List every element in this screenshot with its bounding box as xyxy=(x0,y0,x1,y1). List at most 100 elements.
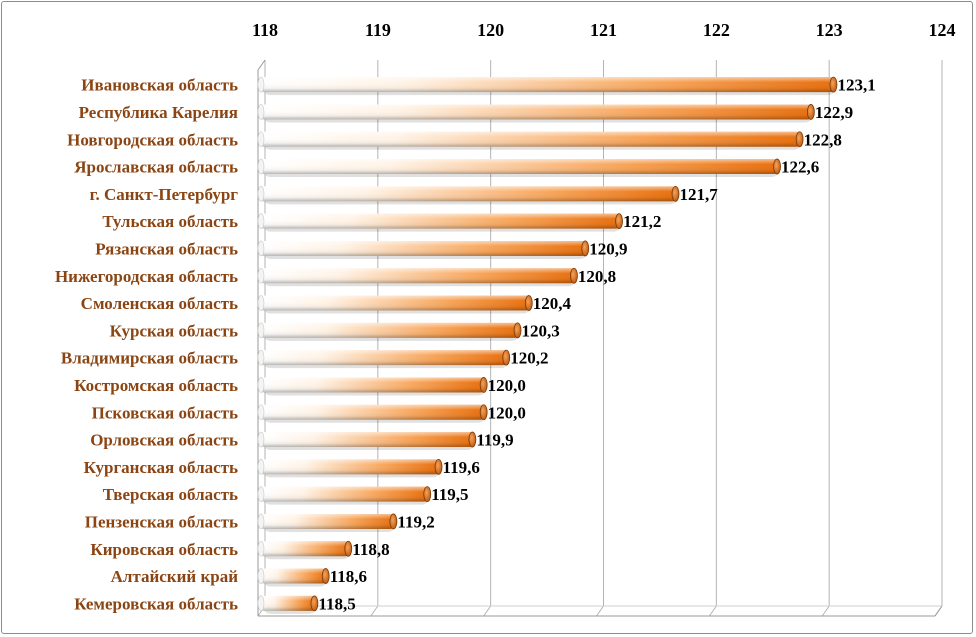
bar-end-cap xyxy=(310,595,319,612)
bar-shading xyxy=(261,350,507,366)
x-tick-label: 121 xyxy=(590,20,617,40)
bar-end-cap xyxy=(468,431,477,448)
bar xyxy=(257,76,838,96)
bar-end-cap xyxy=(513,322,522,339)
bar-start-cap xyxy=(257,486,265,502)
category-label: Костромская область xyxy=(74,376,238,395)
bar-end-cap xyxy=(479,404,488,421)
bar-end-cap xyxy=(570,267,578,284)
bar-start-cap xyxy=(257,513,265,530)
bar xyxy=(257,104,815,123)
bar-start-cap xyxy=(257,240,265,257)
bar xyxy=(257,486,432,505)
bar-shading xyxy=(261,186,676,202)
value-label: 118,5 xyxy=(318,594,355,613)
value-label: 118,6 xyxy=(330,567,367,586)
category-label: Ивановская область xyxy=(81,76,238,95)
value-label: 120,4 xyxy=(533,294,572,313)
value-label: 122,6 xyxy=(781,158,819,177)
x-tick-label: 119 xyxy=(365,20,391,40)
category-label: Рязанская область xyxy=(95,239,238,258)
bar xyxy=(257,240,590,259)
bar-end-cap xyxy=(773,158,781,175)
category-label: Псковская область xyxy=(92,403,238,422)
bar-start-cap xyxy=(257,158,265,175)
bar-shading xyxy=(261,159,778,175)
value-label: 119,6 xyxy=(443,458,480,477)
bar-shading xyxy=(261,459,439,475)
value-label: 118,8 xyxy=(352,540,389,559)
bar-start-cap xyxy=(257,349,265,366)
category-label: Кемеровская область xyxy=(74,594,238,613)
bar-shading xyxy=(261,595,315,611)
value-label: 119,2 xyxy=(397,512,434,531)
value-label: 121,2 xyxy=(623,212,661,231)
bar-shading xyxy=(261,240,586,256)
bar-end-cap xyxy=(479,377,488,393)
category-label: Нижегородская область xyxy=(55,267,238,286)
bar xyxy=(257,267,578,287)
bar xyxy=(257,158,781,178)
bar-end-cap xyxy=(389,513,398,530)
bar-shading xyxy=(261,377,484,393)
gridline-depth xyxy=(483,605,492,617)
bar-shading xyxy=(261,486,428,502)
category-label: Ярославская область xyxy=(74,158,238,177)
x-tick-label: 124 xyxy=(929,20,956,40)
bar-start-cap xyxy=(257,131,265,148)
bar-shading xyxy=(261,268,574,284)
value-label: 121,7 xyxy=(679,185,718,204)
category-label: Алтайский край xyxy=(111,567,239,586)
x-tick-label: 120 xyxy=(477,20,504,40)
bar-end-cap xyxy=(434,458,443,475)
bar-end-cap xyxy=(795,131,804,148)
bar-end-cap xyxy=(615,213,623,230)
bar-start-cap xyxy=(257,431,265,448)
x-tick-label: 123 xyxy=(816,20,843,40)
bar-shading xyxy=(261,295,529,311)
labels: 118 119 120 121 122 123 124 Ивановская область 1… xyxy=(55,20,956,613)
value-label: 120,0 xyxy=(488,403,526,422)
gridline-depth xyxy=(370,605,379,617)
bar-start-cap xyxy=(257,104,265,120)
bar-end-cap xyxy=(344,540,353,557)
bar-start-cap xyxy=(257,213,265,229)
bar-start-cap xyxy=(257,267,265,284)
bar-end-cap xyxy=(321,568,330,584)
bar-shading xyxy=(261,404,484,420)
bar xyxy=(257,185,680,205)
bar-end-cap xyxy=(581,240,590,257)
bar-start-cap xyxy=(257,76,265,93)
category-label: Тульская область xyxy=(102,212,238,231)
bar-shading xyxy=(261,77,834,93)
bar xyxy=(257,349,511,369)
floor-edge xyxy=(934,605,943,617)
bar-start-cap xyxy=(257,322,265,339)
bar-end-cap xyxy=(829,76,838,93)
value-label: 122,8 xyxy=(804,130,842,149)
bar-start-cap xyxy=(257,595,265,612)
bar xyxy=(257,513,398,532)
category-label: Тверская область xyxy=(103,485,238,504)
bar xyxy=(257,322,522,341)
category-label: Смоленская область xyxy=(81,294,238,313)
bar-start-cap xyxy=(257,186,265,202)
bar xyxy=(257,377,488,396)
bar xyxy=(257,431,477,451)
bar xyxy=(257,131,804,150)
value-label: 120,8 xyxy=(578,267,616,286)
value-label: 123,1 xyxy=(837,76,875,95)
bar xyxy=(257,595,319,614)
value-label: 122,9 xyxy=(815,103,853,122)
bar xyxy=(257,295,533,314)
x-tick-label: 118 xyxy=(252,20,278,40)
value-label: 119,9 xyxy=(476,431,513,450)
bar-start-cap xyxy=(257,540,265,557)
value-label: 120,3 xyxy=(522,321,560,340)
gridline-depth xyxy=(821,605,830,617)
bar-shading xyxy=(261,513,394,529)
bar xyxy=(257,458,443,478)
category-label: Владимирская область xyxy=(61,349,238,368)
bar-end-cap xyxy=(524,295,533,311)
category-label: г. Санкт-Петербург xyxy=(90,185,239,204)
